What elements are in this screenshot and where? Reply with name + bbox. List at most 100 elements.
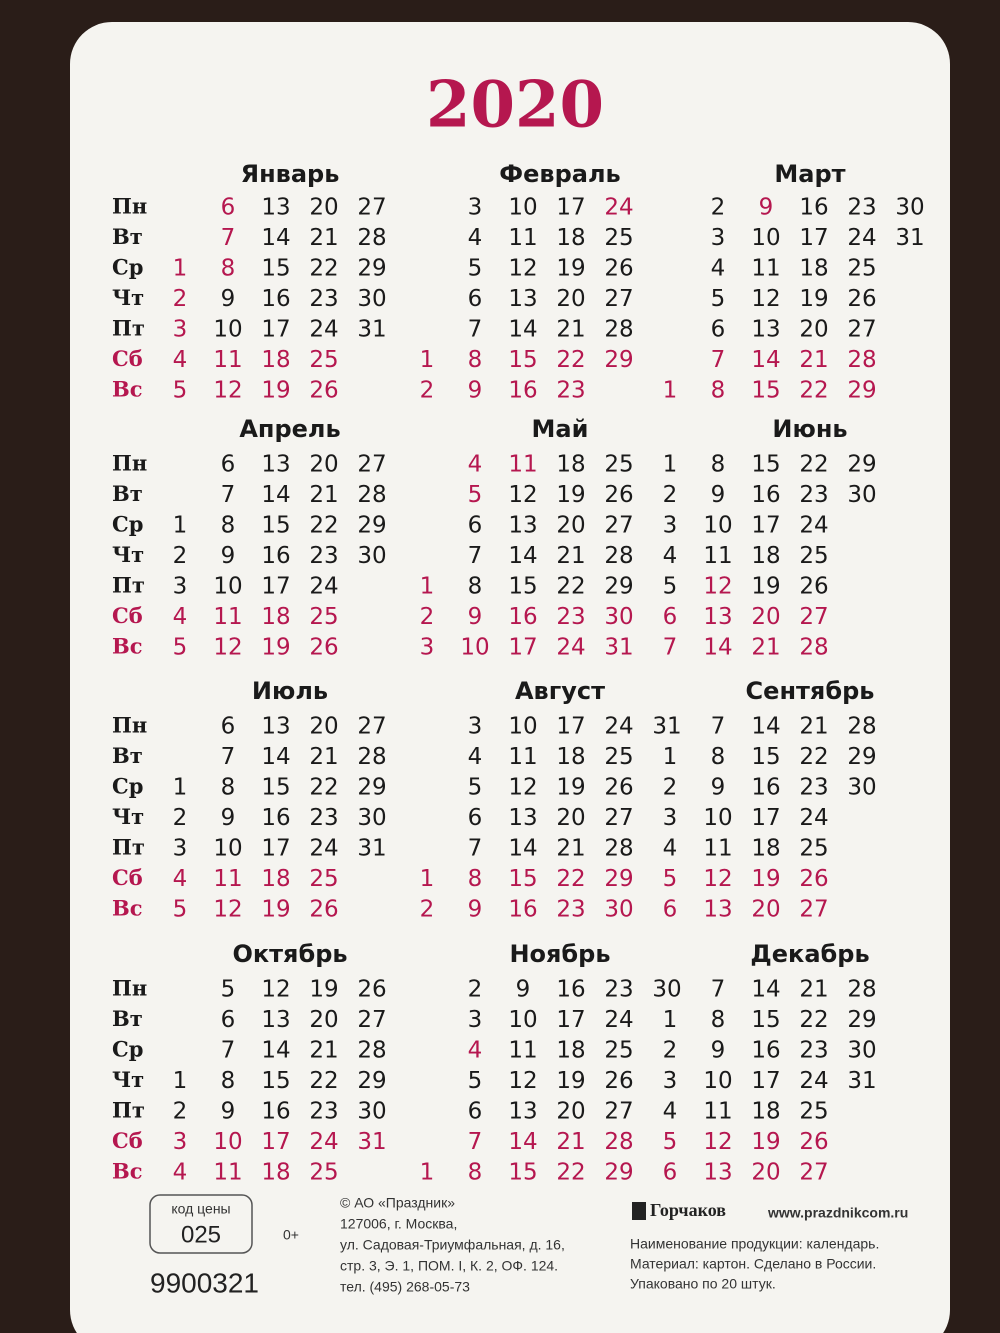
day: 7 — [663, 635, 678, 661]
day: 25 — [309, 347, 338, 373]
day: 17 — [556, 195, 585, 221]
day: 20 — [556, 286, 585, 312]
day: 1 — [173, 1068, 188, 1094]
day: 15 — [751, 744, 780, 770]
weekday-label: Сб — [112, 346, 143, 371]
day: 10 — [508, 1007, 537, 1033]
day: 5 — [173, 378, 188, 404]
day: 25 — [799, 1099, 828, 1125]
day: 21 — [309, 482, 338, 508]
day: 10 — [703, 805, 732, 831]
day: 15 — [261, 775, 290, 801]
day: 12 — [261, 977, 290, 1003]
day: 19 — [556, 1068, 585, 1094]
day: 18 — [751, 1099, 780, 1125]
day: 19 — [751, 574, 780, 600]
day: 8 — [221, 256, 236, 282]
day: 1 — [663, 378, 678, 404]
day: 29 — [357, 775, 386, 801]
day: 7 — [221, 225, 236, 251]
day: 30 — [847, 1038, 876, 1064]
day: 2 — [711, 195, 726, 221]
day: 18 — [799, 256, 828, 282]
day: 24 — [309, 836, 338, 862]
day: 17 — [261, 317, 290, 343]
day: 24 — [799, 805, 828, 831]
day: 16 — [751, 775, 780, 801]
day: 20 — [751, 897, 780, 923]
day: 17 — [261, 574, 290, 600]
day: 9 — [711, 1038, 726, 1064]
day: 2 — [663, 775, 678, 801]
day: 29 — [357, 1068, 386, 1094]
weekday-label: Чт — [112, 1067, 144, 1092]
day: 26 — [799, 1129, 828, 1155]
day: 11 — [751, 256, 780, 282]
day: 26 — [604, 775, 633, 801]
day: 14 — [751, 347, 780, 373]
day: 19 — [556, 256, 585, 282]
day: 27 — [357, 1007, 386, 1033]
day: 4 — [468, 452, 483, 478]
day: 16 — [508, 897, 537, 923]
day: 10 — [508, 195, 537, 221]
day: 9 — [221, 286, 236, 312]
day: 24 — [604, 195, 633, 221]
day: 11 — [508, 744, 537, 770]
month-name: Июнь — [772, 415, 847, 443]
day: 20 — [309, 452, 338, 478]
day: 16 — [261, 805, 290, 831]
day: 10 — [213, 1129, 242, 1155]
day: 19 — [261, 378, 290, 404]
day: 8 — [221, 775, 236, 801]
day: 3 — [711, 225, 726, 251]
day: 16 — [508, 378, 537, 404]
day: 12 — [213, 897, 242, 923]
weekday-label: Вс — [112, 377, 143, 402]
day: 1 — [420, 347, 435, 373]
day: 20 — [556, 1099, 585, 1125]
day: 30 — [357, 805, 386, 831]
day: 20 — [309, 714, 338, 740]
day: 16 — [556, 977, 585, 1003]
day: 18 — [556, 744, 585, 770]
day: 4 — [663, 1099, 678, 1125]
day: 14 — [508, 543, 537, 569]
age-rating: 0+ — [283, 1227, 299, 1243]
day: 23 — [309, 1099, 338, 1125]
day: 7 — [221, 1038, 236, 1064]
day: 21 — [556, 836, 585, 862]
weekday-label: Пт — [112, 835, 145, 860]
day: 23 — [604, 977, 633, 1003]
day: 2 — [420, 378, 435, 404]
day: 26 — [604, 1068, 633, 1094]
day: 31 — [895, 225, 924, 251]
day: 26 — [604, 482, 633, 508]
weekday-label: Пн — [112, 451, 147, 476]
day: 17 — [556, 714, 585, 740]
day: 28 — [847, 347, 876, 373]
day: 17 — [751, 805, 780, 831]
day: 29 — [604, 866, 633, 892]
day: 1 — [173, 513, 188, 539]
day: 25 — [799, 543, 828, 569]
day: 22 — [309, 1068, 338, 1094]
day: 15 — [508, 866, 537, 892]
day: 30 — [847, 482, 876, 508]
day: 3 — [663, 805, 678, 831]
day: 25 — [799, 836, 828, 862]
day: 5 — [221, 977, 236, 1003]
weekday-label: Вс — [112, 896, 143, 921]
day: 9 — [468, 897, 483, 923]
weekday-label: Вс — [112, 1159, 143, 1184]
day: 10 — [703, 513, 732, 539]
day: 4 — [173, 347, 188, 373]
day: 15 — [751, 1007, 780, 1033]
day: 30 — [604, 604, 633, 630]
day: 9 — [711, 482, 726, 508]
day: 8 — [468, 574, 483, 600]
day: 31 — [357, 317, 386, 343]
day: 12 — [213, 378, 242, 404]
day: 8 — [468, 347, 483, 373]
day: 12 — [703, 1129, 732, 1155]
